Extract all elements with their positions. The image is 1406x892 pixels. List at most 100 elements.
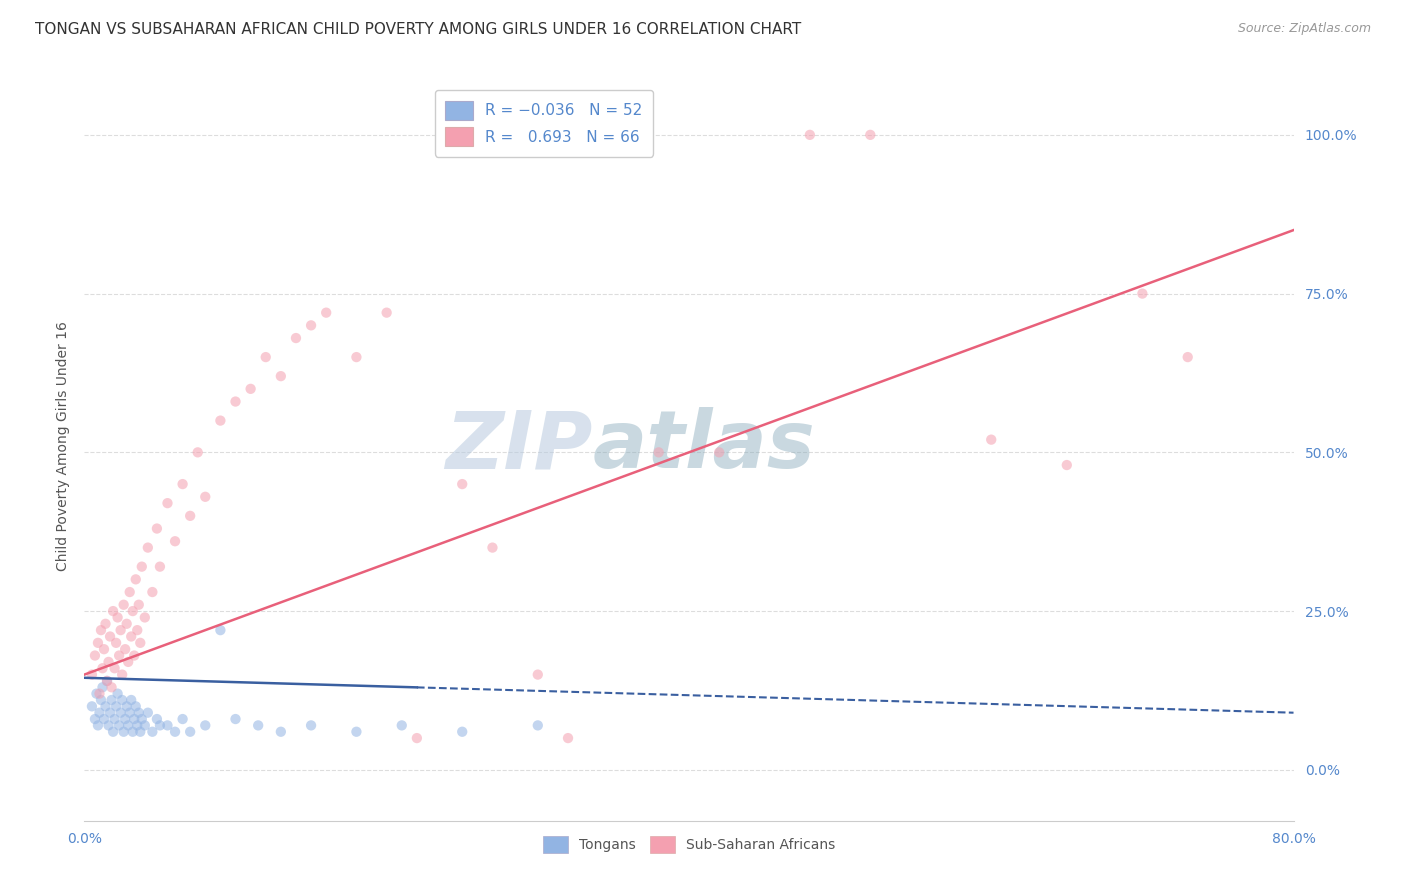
Point [96,673,118,688]
Y-axis label: Child Poverty Among Girls Under 16: Child Poverty Among Girls Under 16 [56,321,70,571]
Point [112,598,135,612]
Point [94,616,117,631]
Point [165,724,187,739]
Point [209,623,232,637]
Point [346,724,368,739]
Point [1056,458,1078,472]
Point [527,718,550,732]
Point [299,318,322,333]
Point [84,712,107,726]
Point [156,496,179,510]
Point [127,623,149,637]
Point [391,718,413,732]
Point [90,693,112,707]
Point [125,699,148,714]
Point [179,724,201,739]
Point [346,350,368,364]
Point [80,699,103,714]
Point [136,541,159,555]
Point [131,712,153,726]
Point [165,534,187,549]
Point [406,731,429,745]
Point [451,477,474,491]
Point [299,718,322,732]
Point [527,667,550,681]
Point [129,636,152,650]
Point [179,508,201,523]
Point [134,718,156,732]
Point [91,681,114,695]
Point [149,718,172,732]
Point [94,699,117,714]
Point [128,598,150,612]
Point [120,630,142,644]
Point [136,706,159,720]
Point [149,559,172,574]
Point [112,724,135,739]
Point [104,712,127,726]
Point [187,445,209,459]
Point [141,724,163,739]
Point [97,655,120,669]
Point [270,724,292,739]
Point [194,490,217,504]
Text: Source: ZipAtlas.com: Source: ZipAtlas.com [1237,22,1371,36]
Point [118,706,141,720]
Point [209,414,232,428]
Point [105,699,128,714]
Point [93,642,115,657]
Point [128,706,150,720]
Text: ZIP: ZIP [444,407,592,485]
Point [134,610,156,624]
Point [125,572,148,586]
Point [87,636,110,650]
Point [100,681,122,695]
Point [101,604,124,618]
Point [108,718,131,732]
Point [146,522,169,536]
Point [108,648,131,663]
Point [121,604,143,618]
Point [315,306,337,320]
Point [111,667,134,681]
Point [114,642,136,657]
Point [859,128,882,142]
Point [194,718,217,732]
Point [709,445,731,459]
Point [129,724,152,739]
Point [107,610,129,624]
Point [91,661,114,675]
Point [115,616,138,631]
Point [247,718,270,732]
Point [285,331,308,345]
Point [225,712,247,726]
Legend: Tongans, Sub-Saharan Africans: Tongans, Sub-Saharan Africans [537,830,841,859]
Point [111,693,134,707]
Point [239,382,262,396]
Point [557,731,579,745]
Point [117,718,139,732]
Point [87,718,110,732]
Point [121,724,143,739]
Point [107,687,129,701]
Point [100,693,122,707]
Point [1177,350,1199,364]
Point [122,712,145,726]
Point [172,477,194,491]
Point [89,706,111,720]
Point [1130,286,1153,301]
Text: atlas: atlas [592,407,815,485]
Point [104,661,127,675]
Point [799,128,821,142]
Point [127,718,149,732]
Point [96,673,118,688]
Point [225,394,247,409]
Point [120,693,142,707]
Text: TONGAN VS SUBSAHARAN AFRICAN CHILD POVERTY AMONG GIRLS UNDER 16 CORRELATION CHAR: TONGAN VS SUBSAHARAN AFRICAN CHILD POVER… [35,22,801,37]
Point [110,623,132,637]
Point [80,667,103,681]
Point [117,655,139,669]
Point [481,541,503,555]
Point [115,699,138,714]
Point [93,712,115,726]
